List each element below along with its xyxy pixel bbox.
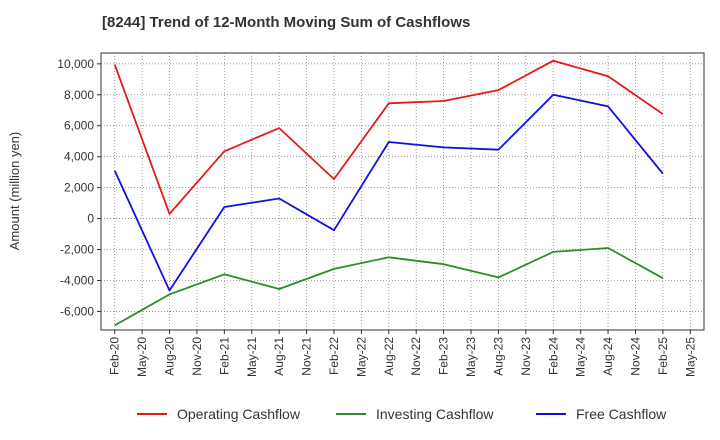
x-tick-label: Feb-24 [546,337,560,375]
legend: Operating Cashflow Investing Cashflow Free… [137,406,667,422]
y-axis-label: Amount (million yen) [7,132,22,251]
plot-area [100,52,705,331]
x-tick-label: Nov-21 [300,337,314,376]
legend-label: Free Cashflow [576,406,667,422]
x-tick-label: May-20 [135,337,149,377]
legend-label: Investing Cashflow [376,406,494,422]
x-tick-label: Feb-21 [217,337,231,375]
x-tick-label: Aug-22 [382,337,396,376]
series-line [113,59,664,215]
x-tick-label: May-22 [354,337,368,377]
y-tick-label: 8,000 [64,88,94,102]
y-tick-label: 6,000 [64,119,94,133]
x-tick-label: Feb-23 [437,337,451,375]
x-tick-label: Feb-25 [656,337,670,375]
y-tick-label: 0 [87,212,94,226]
y-axis-ticks: -6,000 -4,000 -2,000 0 2,000 4,000 6,000 8,000 1… [57,57,101,318]
legend-label: Operating Cashflow [177,406,301,422]
x-tick-label: May-25 [683,337,697,377]
x-tick-label: Nov-20 [190,337,204,376]
series-line [114,247,664,327]
x-tick-label: Aug-20 [163,337,177,376]
x-tick-label: Nov-24 [628,337,642,376]
series-line [113,93,664,292]
x-tick-label: May-23 [464,337,478,377]
x-tick-label: May-24 [574,337,588,377]
x-tick-label: Aug-21 [272,337,286,376]
x-tick-label: Aug-23 [491,337,505,376]
y-tick-label: 10,000 [57,57,94,71]
y-tick-label: 4,000 [64,150,94,164]
y-tick-label: -4,000 [60,273,94,287]
x-tick-label: Feb-20 [108,337,122,375]
x-tick-label: Nov-23 [519,337,533,376]
y-tick-label: -6,000 [60,304,94,318]
x-tick-label: Nov-22 [409,337,423,376]
x-axis-ticks: Feb-20 May-20 Aug-20 Nov-20 Feb-21 May-21 Aug-… [108,330,697,377]
x-tick-label: Feb-22 [327,337,341,375]
chart-title: [8244] Trend of 12-Month Moving Sum of C… [102,14,471,31]
grid-lines [101,53,704,330]
x-tick-label: May-21 [245,337,259,377]
y-tick-label: -2,000 [60,243,94,257]
y-tick-label: 2,000 [64,181,94,195]
x-tick-label: Aug-24 [601,337,615,376]
series-lines [113,59,664,327]
